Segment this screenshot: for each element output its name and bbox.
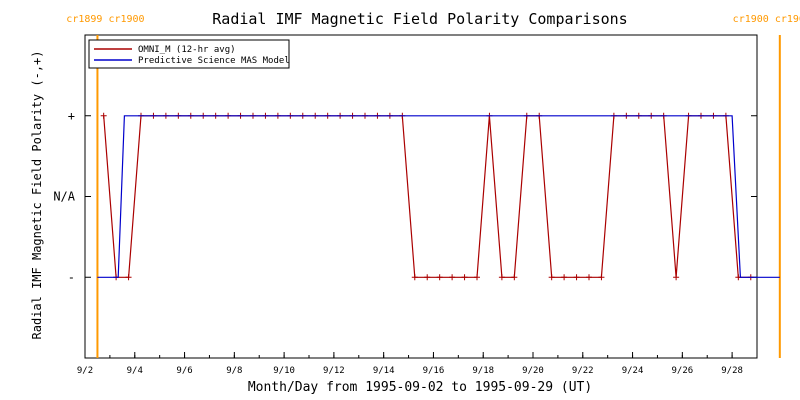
data-series [97, 112, 780, 281]
x-tick-label: 9/6 [176, 366, 192, 376]
x-tick-label: 9/14 [373, 366, 395, 376]
x-tick-label: 9/28 [721, 366, 743, 376]
rotation-markers: cr1899 cr1900 cr1900 cr1901 [66, 14, 800, 358]
data-point [424, 274, 431, 281]
rotation-marker-label: cr1899 cr1900 [66, 14, 144, 25]
y-tick-label: N/A [53, 190, 75, 204]
x-tick-label: 9/2 [77, 366, 93, 376]
chart-title: Radial IMF Magnetic Field Polarity Compa… [212, 10, 627, 28]
x-tick-label: 9/10 [273, 366, 295, 376]
legend-box [88, 39, 290, 69]
data-point [411, 274, 418, 281]
data-point [461, 274, 468, 281]
x-axis-label: Month/Day from 1995-09-02 to 1995-09-29 … [248, 380, 592, 395]
data-point [100, 112, 107, 119]
y-axis-label: Radial IMF Magnetic Field Polarity (-,+) [30, 51, 44, 340]
x-tick-label: 9/24 [622, 366, 644, 376]
legend: OMNI_M (12-hr avg)Predictive Science MAS… [88, 39, 290, 69]
data-point [449, 274, 456, 281]
x-tick-label: 9/20 [522, 366, 544, 376]
x-tick-label: 9/22 [572, 366, 594, 376]
plot-frame [84, 34, 758, 359]
rotation-marker-label: cr1900 cr1901 [733, 14, 800, 25]
data-point [548, 274, 555, 281]
x-tick-label: 9/26 [671, 366, 693, 376]
data-point [598, 274, 605, 281]
axis-ticks: + N/A - 9/2 9/4 9/6 9/8 9/10 9/12 9/14 9/16 9/18 9/2… [53, 109, 758, 376]
legend-entry: Predictive Science MAS Model [138, 56, 290, 66]
legend-entry: OMNI_M (12-hr avg) [138, 45, 236, 55]
series-line [97, 115, 780, 278]
x-tick-label: 9/4 [127, 366, 143, 376]
series-line [103, 115, 751, 278]
x-tick-label: 9/18 [472, 366, 494, 376]
data-point [561, 274, 568, 281]
data-point [498, 274, 505, 281]
data-point [474, 274, 480, 281]
y-tick-label: - [68, 270, 75, 284]
data-point [673, 274, 680, 281]
data-point [586, 274, 592, 281]
data-point [573, 274, 580, 281]
data-point [511, 274, 518, 281]
data-point [125, 274, 132, 281]
x-tick-label: 9/16 [423, 366, 445, 376]
x-tick-label: 9/8 [226, 366, 242, 376]
x-tick-label: 9/12 [323, 366, 345, 376]
y-tick-label: + [68, 109, 75, 123]
data-point [436, 274, 443, 281]
